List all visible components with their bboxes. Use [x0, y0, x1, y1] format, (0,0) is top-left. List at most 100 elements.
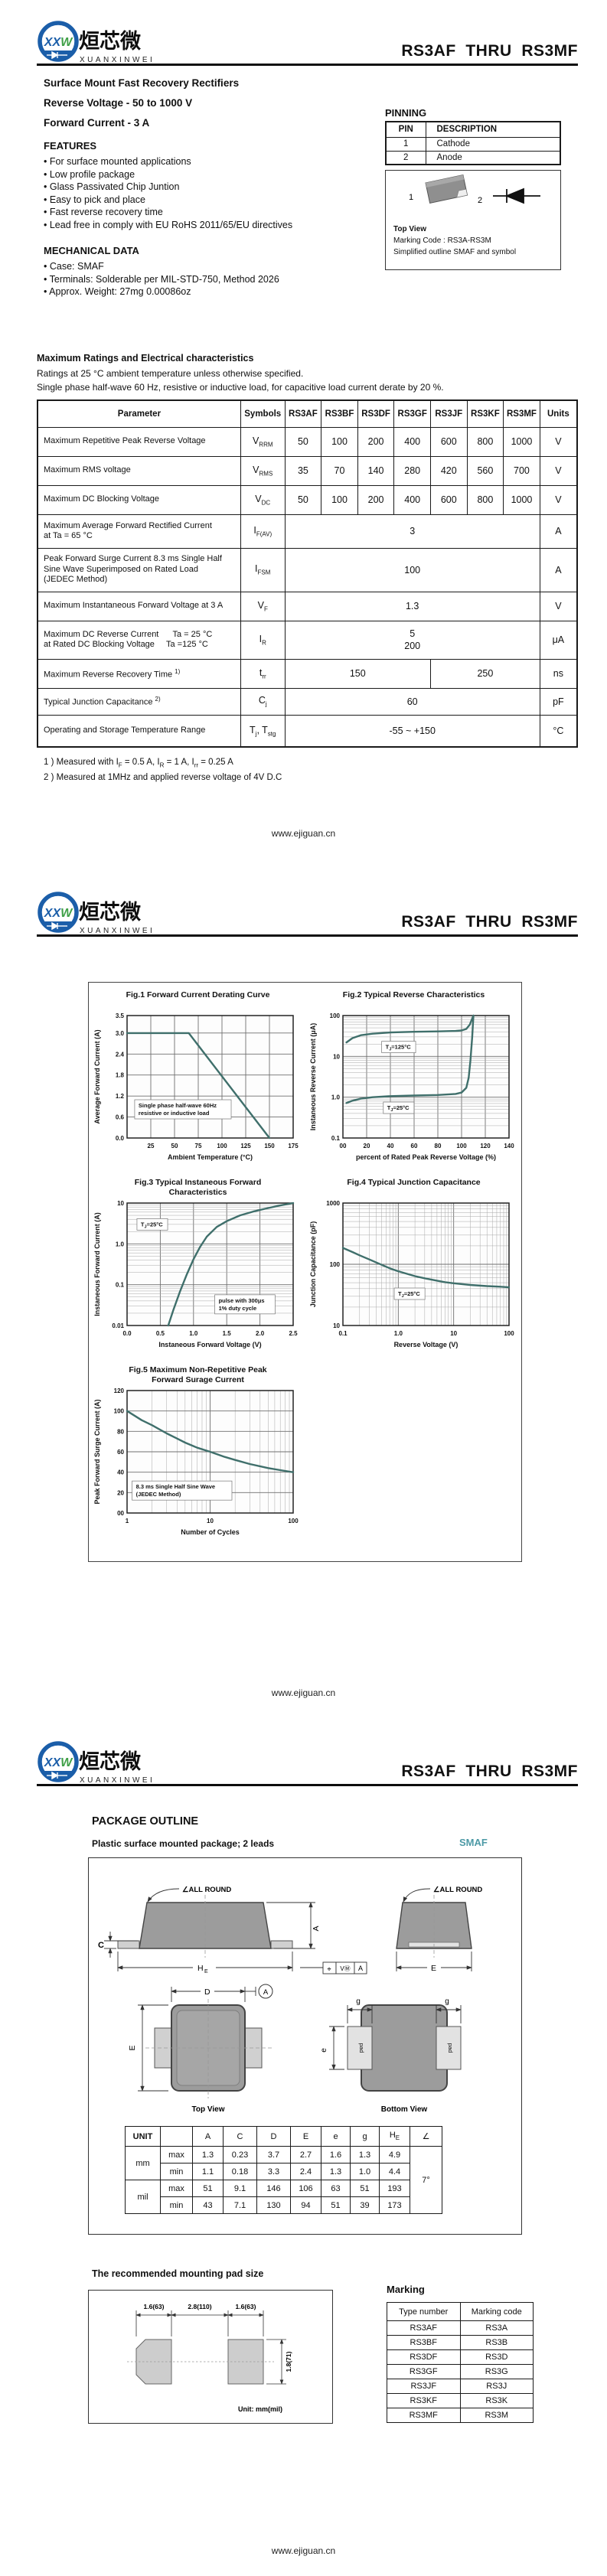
a-dimension [266, 1902, 315, 1949]
svg-text:40: 40 [387, 1143, 394, 1149]
pin2-label: 2 [478, 196, 482, 205]
ratings-notes: Ratings at 25 °C ambient temperature unl… [37, 367, 444, 394]
svg-text:3.0: 3.0 [116, 1030, 125, 1037]
svg-text:00: 00 [340, 1143, 347, 1149]
figures-panel: Fig.1 Forward Current Derating Curve 25 50… [88, 982, 522, 1562]
marking-table: Type number Marking code RS3AF RS3A RS3BF RS… [387, 2302, 534, 2423]
he-label-bg [193, 1961, 216, 1972]
type-number-cell: RS3GF [387, 2364, 461, 2379]
value-cell: 150 [284, 658, 431, 689]
parameter-cell: Maximum Repetitive Peak Reverse Voltage [37, 426, 241, 457]
d-label-bg [201, 1986, 214, 1996]
dim-row: mil max 51 9.1 146 106 63 51 193 [125, 2180, 442, 2214]
value-cell: 800 [466, 484, 504, 515]
dim-value-cell: 4.4 [379, 2163, 410, 2180]
value-cell: 35 [284, 455, 322, 486]
unit-cell: A [539, 547, 578, 592]
dim-value-cell: 39 [350, 2196, 380, 2214]
value-cell: 700 [503, 455, 540, 486]
logo-diode-icon [47, 1771, 67, 1780]
type-number-cell: RS3BF [387, 2335, 461, 2350]
marking-code-cell: RS3K [459, 2393, 534, 2408]
logo-diode-icon [47, 921, 67, 931]
svg-text:80: 80 [435, 1143, 442, 1149]
parameter-cell: Maximum Instantaneous Forward Voltage at… [37, 591, 241, 621]
parameter-cell: Maximum DC Reverse Current Ta = 25 °C at … [37, 620, 241, 660]
ratings-heading: Maximum Ratings and Electrical character… [37, 353, 254, 364]
symbol-cell: IF(AV) [240, 514, 286, 549]
he-dim-sub: E [204, 1969, 208, 1974]
marking-code-cell: RS3G [459, 2364, 534, 2379]
svg-text:pulse with 300μs: pulse with 300μs [219, 1297, 265, 1304]
figure-fig1: Fig.1 Forward Current Derating Curve 25 50… [90, 990, 305, 1172]
type-number-cell: RS3JF [387, 2379, 461, 2394]
all-round-leader-2 [403, 1888, 431, 1903]
svg-text:100: 100 [330, 1012, 341, 1019]
pad-label-right: pad [447, 2043, 454, 2053]
svg-text:1% duty cycle: 1% duty cycle [219, 1305, 257, 1312]
forward-current-rating: Forward Current - 3 A [44, 117, 150, 129]
intro-block: Surface Mount Fast Recovery Rectifiers R… [44, 77, 239, 137]
dim-col-header: A [192, 2126, 224, 2147]
ratings-row: Maximum Average Forward Rectified Curren… [37, 514, 578, 549]
dim-value-cell: 94 [290, 2196, 321, 2214]
fcf-datum: A [358, 1965, 363, 1972]
fig1-plot: 25 50 75 100 125 150 175 0.0 0.6 1.2 1.8 2.4 3.0 3.5 A… [93, 1012, 299, 1161]
svg-text:XXW: XXW [44, 1756, 73, 1769]
value-cell: 200 [357, 426, 395, 457]
marking-row: RS3JF RS3J [387, 2379, 534, 2394]
svg-text:00: 00 [117, 1510, 124, 1517]
mechanical-item: Case: SMAF [44, 260, 373, 273]
feature-item: Easy to pick and place [44, 194, 373, 207]
marking-col-header: Marking code [459, 2302, 534, 2321]
dim-row: min 43 7.1 130 94 51 39 173 [126, 2196, 442, 2214]
value-cell: 420 [429, 455, 468, 486]
e-dimension-top [138, 2004, 168, 2092]
svg-text:25: 25 [148, 1143, 155, 1149]
dim-value-cell: 3.3 [256, 2163, 291, 2180]
parameter-cell: Maximum Average Forward Rectified Curren… [37, 514, 241, 549]
svg-text:0.1: 0.1 [338, 1330, 348, 1337]
pin1-label: 1 [409, 193, 413, 202]
unit-cell: V [539, 484, 578, 515]
page3-header: XXW 烜芯微 XUANXINWEI RS3AF THRU RS3MF [37, 1739, 578, 1786]
dim-tbody: mm max 1.3 0.23 3.7 2.7 1.6 1.3 4.9 7° min 1.1 0.18 3… [125, 2146, 442, 2214]
d-dim-label: D [204, 1987, 210, 1997]
svg-text:10: 10 [450, 1330, 457, 1337]
svg-text:10: 10 [207, 1518, 214, 1524]
c-dimension [104, 1932, 138, 1958]
dim-col-header: UNIT [125, 2126, 161, 2147]
pad-dim-right: 1.6(63) [236, 2303, 256, 2310]
ratings-col-header: Parameter [37, 399, 241, 428]
svg-text:10: 10 [117, 1200, 124, 1207]
pin-description: Cathode [425, 136, 561, 152]
dim-value-cell: 51 [192, 2180, 224, 2197]
package-outline-drawing: ∠ALL ROUND C H E A ⌖ VⓂ A [98, 1886, 482, 2114]
svg-text:Ambient Temperature (°C): Ambient Temperature (°C) [168, 1153, 253, 1161]
svg-text:100: 100 [217, 1143, 227, 1149]
dim-angle-cell: 7° [410, 2146, 442, 2214]
unit-cell: A [539, 514, 578, 549]
dim-minmax-cell: min [160, 2196, 193, 2214]
ratings-row: Maximum DC Reverse Current Ta = 25 °C at … [37, 620, 578, 660]
pin-number: 1 [385, 136, 426, 152]
svg-text:(JEDEC Method): (JEDEC Method) [136, 1491, 181, 1498]
value-cell: 100 [321, 426, 358, 457]
value-cell: 60 [284, 687, 540, 716]
dim-value-cell: 63 [321, 2180, 351, 2197]
pad-dim-height: 1.8(71) [285, 2351, 292, 2372]
mechanical-list: Case: SMAFTerminals: Solderable per MIL-… [44, 260, 373, 298]
dim-value-cell: 51 [321, 2196, 351, 2214]
figure-fig3: Fig.3 Typical Instaneous Forward Characte… [90, 1178, 305, 1360]
company-logo: XXW 烜芯微 XUANXINWEI [38, 892, 152, 935]
datum-a-circle [258, 1984, 273, 1999]
logo-xx: XX [44, 907, 62, 920]
marking-heading: Marking [387, 2284, 425, 2295]
symbol-cell: VRRM [240, 426, 286, 457]
svg-text:175: 175 [288, 1143, 299, 1149]
ratings-row: Typical Junction Capacitance 2) Cj 60 pF [37, 687, 578, 716]
dim-value-cell: 4.9 [379, 2146, 410, 2164]
feature-item: Low profile package [44, 168, 373, 181]
svg-text:XXW: XXW [44, 36, 73, 49]
